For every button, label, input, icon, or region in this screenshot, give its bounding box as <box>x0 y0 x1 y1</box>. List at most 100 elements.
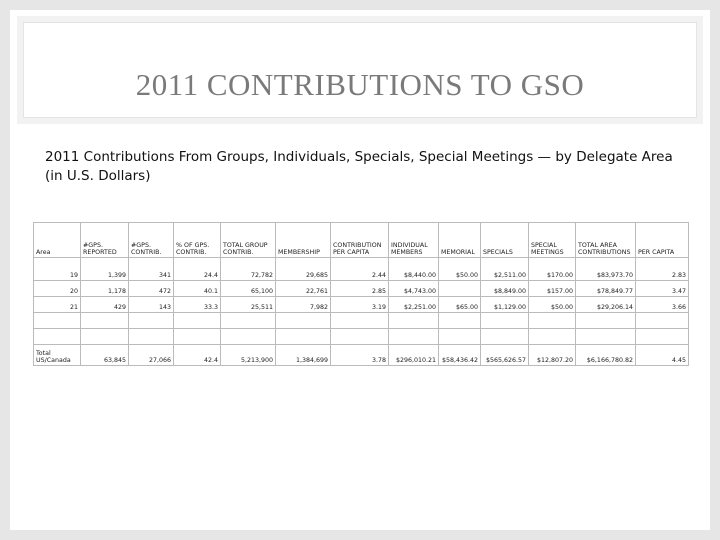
column-header: % OF GPS. CONTRIB. <box>173 222 221 258</box>
cell <box>220 328 276 345</box>
cell: $4,743.00 <box>388 280 439 297</box>
cell <box>275 328 331 345</box>
cell: $296,010.21 <box>388 344 439 366</box>
data-row: 21 429 143 33.3 25,511 7,982 3.19 $2,251.00 $65.… <box>33 296 689 313</box>
cell: $29,206.14 <box>575 296 636 313</box>
cell: 5,213,900 <box>220 344 276 366</box>
header-row: Area #GPS. REPORTED #GPS. CONTRIB.% OF GPS… <box>33 222 689 258</box>
cell: 1,399 <box>80 257 129 281</box>
cell: 4.45 <box>635 344 689 366</box>
cell <box>388 312 439 329</box>
cell: $8,440.00 <box>388 257 439 281</box>
cell <box>438 312 481 329</box>
cell: 1,178 <box>80 280 129 297</box>
cell: $12,807.20 <box>528 344 576 366</box>
cell <box>575 312 636 329</box>
column-header: MEMBERSHIP <box>275 222 331 258</box>
cell: 143 <box>128 296 174 313</box>
total-row: Total US/Canada 63,845 27,066 42.4 5,213,900… <box>33 344 689 366</box>
cell: $2,511.00 <box>480 257 529 281</box>
cell <box>220 312 276 329</box>
cell: 40.1 <box>173 280 221 297</box>
cell: 33.3 <box>173 296 221 313</box>
column-header: SPECIALS <box>480 222 529 258</box>
cell: $50.00 <box>528 296 576 313</box>
cell: $83,973.70 <box>575 257 636 281</box>
cell: $8,849.00 <box>480 280 529 297</box>
cell <box>275 312 331 329</box>
cell: 2.83 <box>635 257 689 281</box>
cell: $50.00 <box>438 257 481 281</box>
cell: 2.85 <box>330 280 389 297</box>
cell: 3.19 <box>330 296 389 313</box>
cell: 20 <box>33 280 81 297</box>
cell <box>438 328 481 345</box>
title-box: 2011 CONTRIBUTIONS TO GSO <box>23 22 697 118</box>
cell: Total US/Canada <box>33 344 81 366</box>
subtitle: 2011 Contributions From Groups, Individu… <box>45 149 673 184</box>
cell: 3.78 <box>330 344 389 366</box>
column-header: SPECIAL MEETINGS <box>528 222 576 258</box>
cell <box>575 328 636 345</box>
cell: $170.00 <box>528 257 576 281</box>
cell: 472 <box>128 280 174 297</box>
cell: 429 <box>80 296 129 313</box>
cell <box>438 280 481 297</box>
cell <box>330 312 389 329</box>
cell <box>388 328 439 345</box>
cell <box>330 328 389 345</box>
cell: 29,685 <box>275 257 331 281</box>
cell: 19 <box>33 257 81 281</box>
cell: $157.00 <box>528 280 576 297</box>
cell <box>635 328 689 345</box>
cell: $1,129.00 <box>480 296 529 313</box>
cell: 65,100 <box>220 280 276 297</box>
empty-row <box>33 312 689 329</box>
column-header: INDIVIDUAL MEMBERS <box>388 222 439 258</box>
cell: $65.00 <box>438 296 481 313</box>
cell: 22,761 <box>275 280 331 297</box>
cell <box>635 312 689 329</box>
title: 2011 CONTRIBUTIONS TO GSO <box>135 67 585 102</box>
cell: 72,782 <box>220 257 276 281</box>
cell: 21 <box>33 296 81 313</box>
cell: $6,166,780.82 <box>575 344 636 366</box>
cell: 42.4 <box>173 344 221 366</box>
cell <box>528 328 576 345</box>
column-header: TOTAL AREA CONTRIBUTIONS <box>575 222 636 258</box>
cell: $565,626.57 <box>480 344 529 366</box>
column-header: TOTAL GROUP CONTRIB. <box>220 222 276 258</box>
cell <box>80 312 129 329</box>
cell <box>128 328 174 345</box>
cell: 63,845 <box>80 344 129 366</box>
cell <box>173 328 221 345</box>
cell: $78,849.77 <box>575 280 636 297</box>
data-row: 20 1,178 472 40.1 65,100 22,761 2.85 $4,743.00 $… <box>33 280 689 297</box>
column-header: CONTRIBUTION PER CAPITA <box>330 222 389 258</box>
cell <box>480 328 529 345</box>
cell <box>173 312 221 329</box>
column-header: PER CAPITA <box>635 222 689 258</box>
column-header: #GPS. REPORTED <box>80 222 129 258</box>
slide: 2011 CONTRIBUTIONS TO GSO 2011 Contribut… <box>10 10 710 530</box>
cell: 25,511 <box>220 296 276 313</box>
cell <box>80 328 129 345</box>
cell <box>528 312 576 329</box>
column-header: Area <box>33 222 81 258</box>
cell: 3.47 <box>635 280 689 297</box>
data-row: 19 1,399 341 24.4 72,782 29,685 2.44 $8,440.00 $… <box>33 257 689 281</box>
cell <box>128 312 174 329</box>
cell: 1,384,699 <box>275 344 331 366</box>
cell: 341 <box>128 257 174 281</box>
cell: 27,066 <box>128 344 174 366</box>
empty-row <box>33 328 689 345</box>
cell <box>33 312 81 329</box>
cell: $58,436.42 <box>438 344 481 366</box>
column-header: MEMORIAL <box>438 222 481 258</box>
cell: $2,251.00 <box>388 296 439 313</box>
contributions-table: Area #GPS. REPORTED #GPS. CONTRIB.% OF GPS… <box>33 222 689 366</box>
cell: 24.4 <box>173 257 221 281</box>
cell: 2.44 <box>330 257 389 281</box>
cell: 3.66 <box>635 296 689 313</box>
